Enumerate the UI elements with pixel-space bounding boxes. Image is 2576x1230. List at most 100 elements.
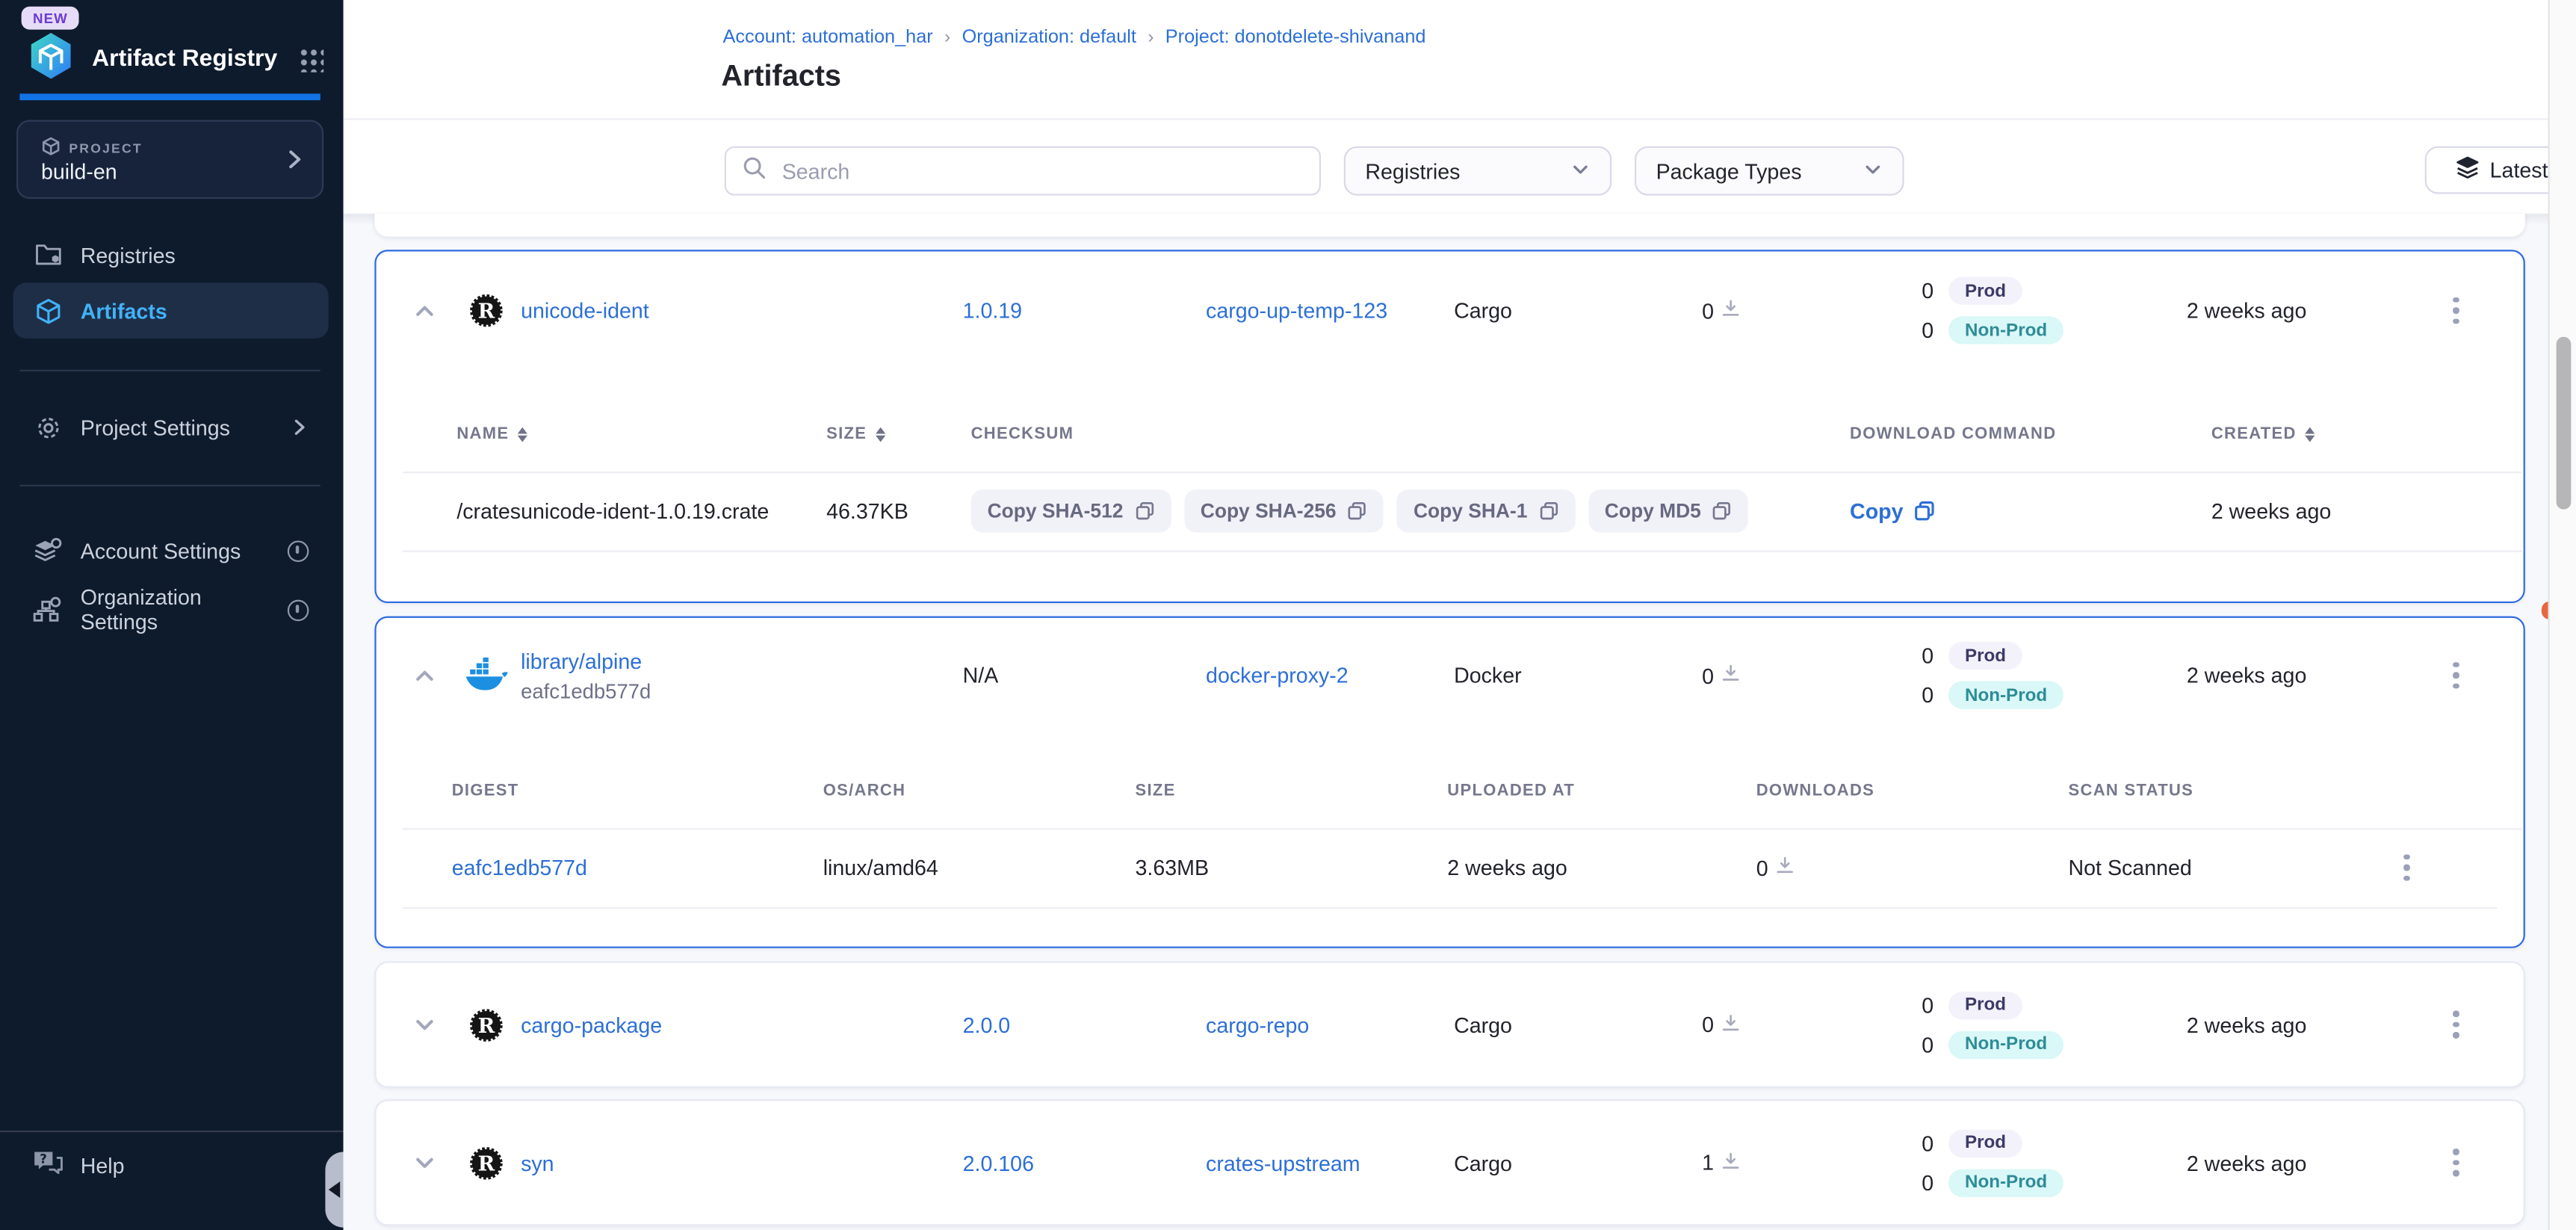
digest-size: 3.63MB — [1135, 856, 1209, 880]
artifact-version-link[interactable]: 1.0.19 — [963, 298, 1023, 323]
copy-download-command-button[interactable]: Copy — [1850, 498, 1934, 523]
nonprod-badge: Non-Prod — [1948, 1030, 2063, 1058]
sidebar-item-label: Account Settings — [81, 538, 241, 563]
sidebar-divider — [19, 485, 320, 486]
page-title: Artifacts — [721, 59, 841, 93]
copy-sha256-button[interactable]: Copy SHA-256 — [1184, 489, 1384, 532]
brand-underline — [19, 93, 320, 99]
sidebar-item-organization-settings[interactable]: Organization Settings — [13, 581, 329, 637]
downloads-cell: 0 — [1702, 296, 1740, 326]
sort-icon[interactable] — [875, 427, 885, 442]
file-size: 46.37KB — [826, 498, 908, 523]
table-divider — [403, 828, 2522, 829]
breadcrumb-separator: › — [944, 28, 950, 47]
layers-icon — [2455, 156, 2478, 184]
column-header-checksum: CHECKSUM — [971, 426, 1074, 444]
collapse-row-button[interactable] — [406, 658, 442, 693]
project-selector[interactable]: PROJECT build-en — [16, 120, 323, 200]
environment-counts: 0 Prod 0 Non-Prod — [1914, 991, 2063, 1058]
column-header-label: OS/ARCH — [823, 782, 906, 800]
artifact-registry-link[interactable]: cargo-up-temp-123 — [1206, 298, 1387, 323]
prod-count: 0 — [1914, 1131, 1933, 1155]
column-header-label: SIZE — [826, 426, 867, 444]
artifact-card-unicode-ident: R unicode-ident 1.0.19 cargo-up-temp-123… — [374, 250, 2524, 603]
cargo-package-icon: R — [468, 1145, 504, 1181]
digest-link[interactable]: eafc1edb577d — [452, 856, 587, 880]
breadcrumb-account-link[interactable]: Account: automation_har — [723, 28, 933, 47]
artifact-menu-button[interactable] — [2439, 658, 2472, 693]
sidebar-item-label: Registries — [81, 242, 176, 267]
artifact-registry-link[interactable]: docker-proxy-2 — [1206, 663, 1349, 687]
nonprod-count: 0 — [1914, 1170, 1933, 1195]
search-input[interactable] — [778, 157, 1302, 185]
downloads-cell: 0 — [1756, 853, 1795, 883]
scrollbar-thumb[interactable] — [2557, 337, 2571, 510]
scan-status: Not Scanned — [2069, 856, 2192, 880]
sort-icon[interactable] — [2305, 427, 2315, 442]
last-updated: 2 weeks ago — [2187, 663, 2307, 687]
prod-badge: Prod — [1948, 277, 2022, 305]
prod-badge: Prod — [1948, 991, 2022, 1019]
registries-filter-dropdown[interactable]: Registries — [1344, 146, 1611, 196]
sidebar-collapse-handle[interactable] — [325, 1152, 343, 1227]
sidebar-item-help[interactable]: ? Help — [33, 1150, 125, 1181]
column-header-label: DOWNLOADS — [1756, 782, 1874, 800]
column-header-os-arch: OS/ARCH — [823, 782, 906, 800]
nonprod-count: 0 — [1914, 683, 1933, 708]
column-header-label: UPLOADED AT — [1447, 782, 1575, 800]
artifact-name-link[interactable]: syn — [521, 1150, 554, 1175]
registries-folder-icon — [33, 241, 63, 268]
artifact-menu-button[interactable] — [2439, 1007, 2472, 1042]
last-updated: 2 weeks ago — [2187, 298, 2307, 323]
sidebar-item-label: Artifacts — [81, 298, 167, 323]
svg-text:R: R — [478, 1151, 495, 1175]
sort-icon[interactable] — [517, 427, 527, 442]
artifact-name-link[interactable]: unicode-ident — [521, 298, 649, 323]
sidebar-item-registries[interactable]: Registries — [13, 226, 329, 282]
last-updated: 2 weeks ago — [2187, 1150, 2307, 1175]
file-name: /cratesunicode-ident-1.0.19.crate — [456, 498, 769, 523]
chevron-right-icon — [289, 415, 309, 439]
download-icon — [1722, 296, 1740, 326]
app-grid-icon[interactable] — [297, 46, 323, 72]
prod-badge: Prod — [1948, 1129, 2022, 1157]
download-icon — [1722, 1010, 1740, 1039]
column-header-name: NAME — [456, 426, 527, 444]
copy-sha1-button[interactable]: Copy SHA-1 — [1397, 489, 1575, 532]
download-icon — [1722, 661, 1740, 690]
artifact-version: N/A — [963, 663, 999, 687]
artifact-registry-link[interactable]: crates-upstream — [1206, 1150, 1360, 1175]
sidebar-item-label: Project Settings — [81, 415, 230, 439]
file-created: 2 weeks ago — [2211, 498, 2332, 523]
artifact-menu-button[interactable] — [2439, 292, 2472, 328]
column-header-label: DIGEST — [452, 782, 519, 800]
nonprod-badge: Non-Prod — [1948, 1168, 2063, 1196]
info-icon[interactable] — [288, 599, 309, 621]
artifact-version-link[interactable]: 2.0.106 — [963, 1150, 1034, 1175]
sidebar-item-account-settings[interactable]: Account Settings — [13, 522, 329, 578]
breadcrumb-organization-link[interactable]: Organization: default — [962, 28, 1136, 47]
downloads-count: 1 — [1702, 1150, 1714, 1175]
copy-sha512-button[interactable]: Copy SHA-512 — [971, 489, 1171, 532]
artifact-version-link[interactable]: 2.0.0 — [963, 1013, 1011, 1037]
breadcrumb-project-link[interactable]: Project: donotdelete-shivanand — [1165, 28, 1426, 47]
expand-row-button[interactable] — [406, 1007, 442, 1042]
artifact-name-link[interactable]: cargo-package — [521, 1013, 662, 1037]
column-header-label: SIZE — [1135, 782, 1175, 800]
artifact-card-library-alpine: library/alpine eafc1edb577d N/A docker-p… — [374, 616, 2524, 948]
info-icon[interactable] — [288, 540, 309, 561]
svg-text:R: R — [478, 1013, 495, 1037]
package-types-filter-dropdown[interactable]: Package Types — [1635, 146, 1904, 196]
sidebar-item-project-settings[interactable]: Project Settings — [13, 399, 329, 455]
expand-row-button[interactable] — [406, 1145, 442, 1181]
sidebar-item-artifacts[interactable]: Artifacts — [13, 282, 329, 339]
digest-menu-button[interactable] — [2391, 850, 2424, 886]
artifact-name-link[interactable]: library/alpine — [521, 649, 642, 674]
copy-md5-button[interactable]: Copy MD5 — [1588, 489, 1749, 532]
scrollbar-track[interactable] — [2548, 0, 2576, 1230]
brand-row: Artifact Registry — [25, 31, 323, 87]
artifact-menu-button[interactable] — [2439, 1145, 2472, 1181]
package-type: Cargo — [1454, 298, 1512, 323]
artifact-registry-link[interactable]: cargo-repo — [1206, 1013, 1309, 1037]
collapse-row-button[interactable] — [406, 292, 442, 328]
